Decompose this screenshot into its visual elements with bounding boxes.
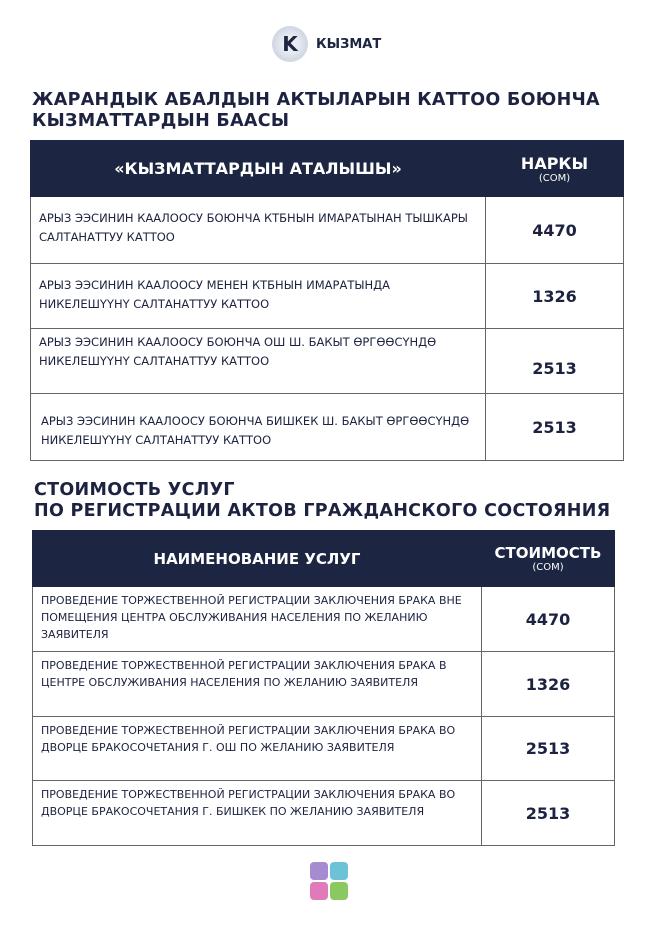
brand-name: КЫЗМАТ bbox=[316, 36, 382, 52]
table-row: ПРОВЕДЕНИЕ ТОРЖЕСТВЕННОЙ РЕГИСТРАЦИИ ЗАК… bbox=[32, 651, 615, 717]
header-name: НАИМЕНОВАНИЕ УСЛУГ bbox=[32, 530, 482, 587]
row-price: 4470 bbox=[481, 586, 615, 652]
table-row: ПРОВЕДЕНИЕ ТОРЖЕСТВЕННОЙ РЕГИСТРАЦИИ ЗАК… bbox=[32, 716, 615, 781]
row-price: 4470 bbox=[485, 196, 624, 264]
kg-price-table: «КЫЗМАТТАРДЫН АТАЛЫШЫ» НАРКЫ (СОМ) АРЫЗ Э… bbox=[30, 140, 624, 461]
row-price: 2513 bbox=[481, 716, 615, 781]
row-price: 2513 bbox=[485, 328, 624, 394]
row-price: 2513 bbox=[481, 780, 615, 846]
section2-title-line2: ПО РЕГИСТРАЦИИ АКТОВ ГРАЖДАНСКОГО СОСТОЯ… bbox=[34, 501, 611, 521]
section2-title: СТОИМОСТЬ УСЛУГ ПО РЕГИСТРАЦИИ АКТОВ ГРА… bbox=[34, 480, 610, 522]
row-desc: АРЫЗ ЭЭСИНИН КААЛООСУ БОЮНЧА БИШКЕК Ш. Б… bbox=[30, 393, 486, 461]
row-desc: АРЫЗ ЭЭСИНИН КААЛООСУ БОЮНЧА ОШ Ш. БАКЫТ… bbox=[30, 328, 486, 394]
section1-title: ЖАРАНДЫК АБАЛДЫН АКТЫЛАРЫН КАТТОО БОЮНЧА… bbox=[32, 90, 600, 132]
table-row: АРЫЗ ЭЭСИНИН КААЛООСУ БОЮНЧА ОШ Ш. БАКЫТ… bbox=[30, 328, 624, 394]
row-desc: ПРОВЕДЕНИЕ ТОРЖЕСТВЕННОЙ РЕГИСТРАЦИИ ЗАК… bbox=[32, 586, 482, 652]
brand-mark-icon: K bbox=[272, 26, 308, 62]
row-price: 1326 bbox=[481, 651, 615, 717]
row-price: 2513 bbox=[485, 393, 624, 461]
row-desc: АРЫЗ ЭЭСИНИН КААЛООСУ МЕНЕН КТБНЫН ИМАРА… bbox=[30, 263, 486, 329]
row-desc: ПРОВЕДЕНИЕ ТОРЖЕСТВЕННОЙ РЕГИСТРАЦИИ ЗАК… bbox=[32, 651, 482, 717]
table-row: АРЫЗ ЭЭСИНИН КААЛООСУ БОЮНЧА КТБНЫН ИМАР… bbox=[30, 196, 624, 264]
table-row: ПРОВЕДЕНИЕ ТОРЖЕСТВЕННОЙ РЕГИСТРАЦИИ ЗАК… bbox=[32, 780, 615, 846]
row-desc: ПРОВЕДЕНИЕ ТОРЖЕСТВЕННОЙ РЕГИСТРАЦИИ ЗАК… bbox=[32, 716, 482, 781]
header-price: НАРКЫ (СОМ) bbox=[485, 140, 624, 197]
row-desc: АРЫЗ ЭЭСИНИН КААЛООСУ БОЮНЧА КТБНЫН ИМАР… bbox=[30, 196, 486, 264]
ornament-logo-icon bbox=[310, 862, 348, 900]
brand-logo: K КЫЗМАТ bbox=[272, 26, 381, 62]
row-desc: ПРОВЕДЕНИЕ ТОРЖЕСТВЕННОЙ РЕГИСТРАЦИИ ЗАК… bbox=[32, 780, 482, 846]
table-row: АРЫЗ ЭЭСИНИН КААЛООСУ БОЮНЧА БИШКЕК Ш. Б… bbox=[30, 393, 624, 461]
ru-price-table: НАИМЕНОВАНИЕ УСЛУГ СТОИМОСТЬ (СОМ) ПРОВЕД… bbox=[32, 530, 615, 846]
section2-title-line1: СТОИМОСТЬ УСЛУГ bbox=[34, 480, 235, 500]
section1-title-line1: ЖАРАНДЫК АБАЛДЫН АКТЫЛАРЫН КАТТОО БОЮНЧА bbox=[32, 90, 600, 110]
table-row: ПРОВЕДЕНИЕ ТОРЖЕСТВЕННОЙ РЕГИСТРАЦИИ ЗАК… bbox=[32, 586, 615, 652]
section1-title-line2: КЫЗМАТТАРДЫН БААСЫ bbox=[32, 111, 290, 131]
header-name: «КЫЗМАТТАРДЫН АТАЛЫШЫ» bbox=[30, 140, 486, 197]
table-row: АРЫЗ ЭЭСИНИН КААЛООСУ МЕНЕН КТБНЫН ИМАРА… bbox=[30, 263, 624, 329]
row-price: 1326 bbox=[485, 263, 624, 329]
header-price: СТОИМОСТЬ (СОМ) bbox=[481, 530, 615, 587]
